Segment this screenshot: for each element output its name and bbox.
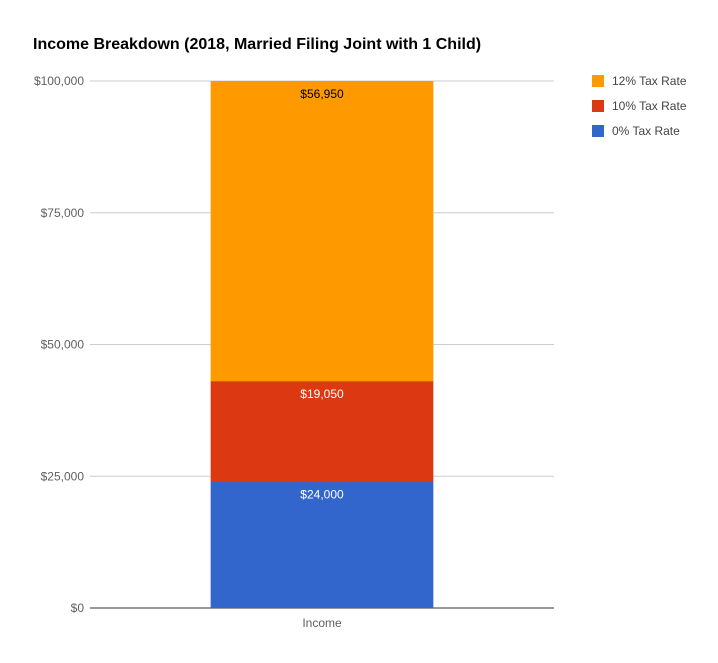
legend-label: 10% Tax Rate	[612, 99, 687, 113]
legend-label: 0% Tax Rate	[612, 124, 680, 138]
data-labels: $24,000 $19,050 $56,950	[300, 87, 344, 502]
x-axis-ticks: Income	[302, 616, 342, 630]
bar-segment-12-tax-rate	[210, 81, 434, 382]
y-tick-label: $0	[71, 601, 85, 615]
legend-swatch	[592, 75, 604, 87]
data-label: $19,050	[300, 387, 344, 401]
y-axis-ticks: $0 $25,000 $50,000 $75,000 $100,000	[34, 74, 84, 615]
chart-title: Income Breakdown (2018, Married Filing J…	[33, 36, 481, 53]
bar-segment-0-tax-rate	[210, 481, 434, 608]
y-tick-label: $75,000	[41, 206, 85, 220]
legend-swatch	[592, 100, 604, 112]
legend: 12% Tax Rate 10% Tax Rate 0% Tax Rate	[592, 74, 687, 138]
y-tick-label: $100,000	[34, 74, 84, 88]
x-tick-label: Income	[302, 616, 342, 630]
legend-label: 12% Tax Rate	[612, 74, 687, 88]
bar-segment-10-tax-rate	[210, 381, 434, 482]
data-label: $56,950	[300, 87, 344, 101]
data-label: $24,000	[300, 488, 344, 502]
y-tick-label: $50,000	[41, 338, 85, 352]
legend-swatch	[592, 125, 604, 137]
bars	[210, 81, 434, 608]
y-tick-label: $25,000	[41, 469, 85, 483]
